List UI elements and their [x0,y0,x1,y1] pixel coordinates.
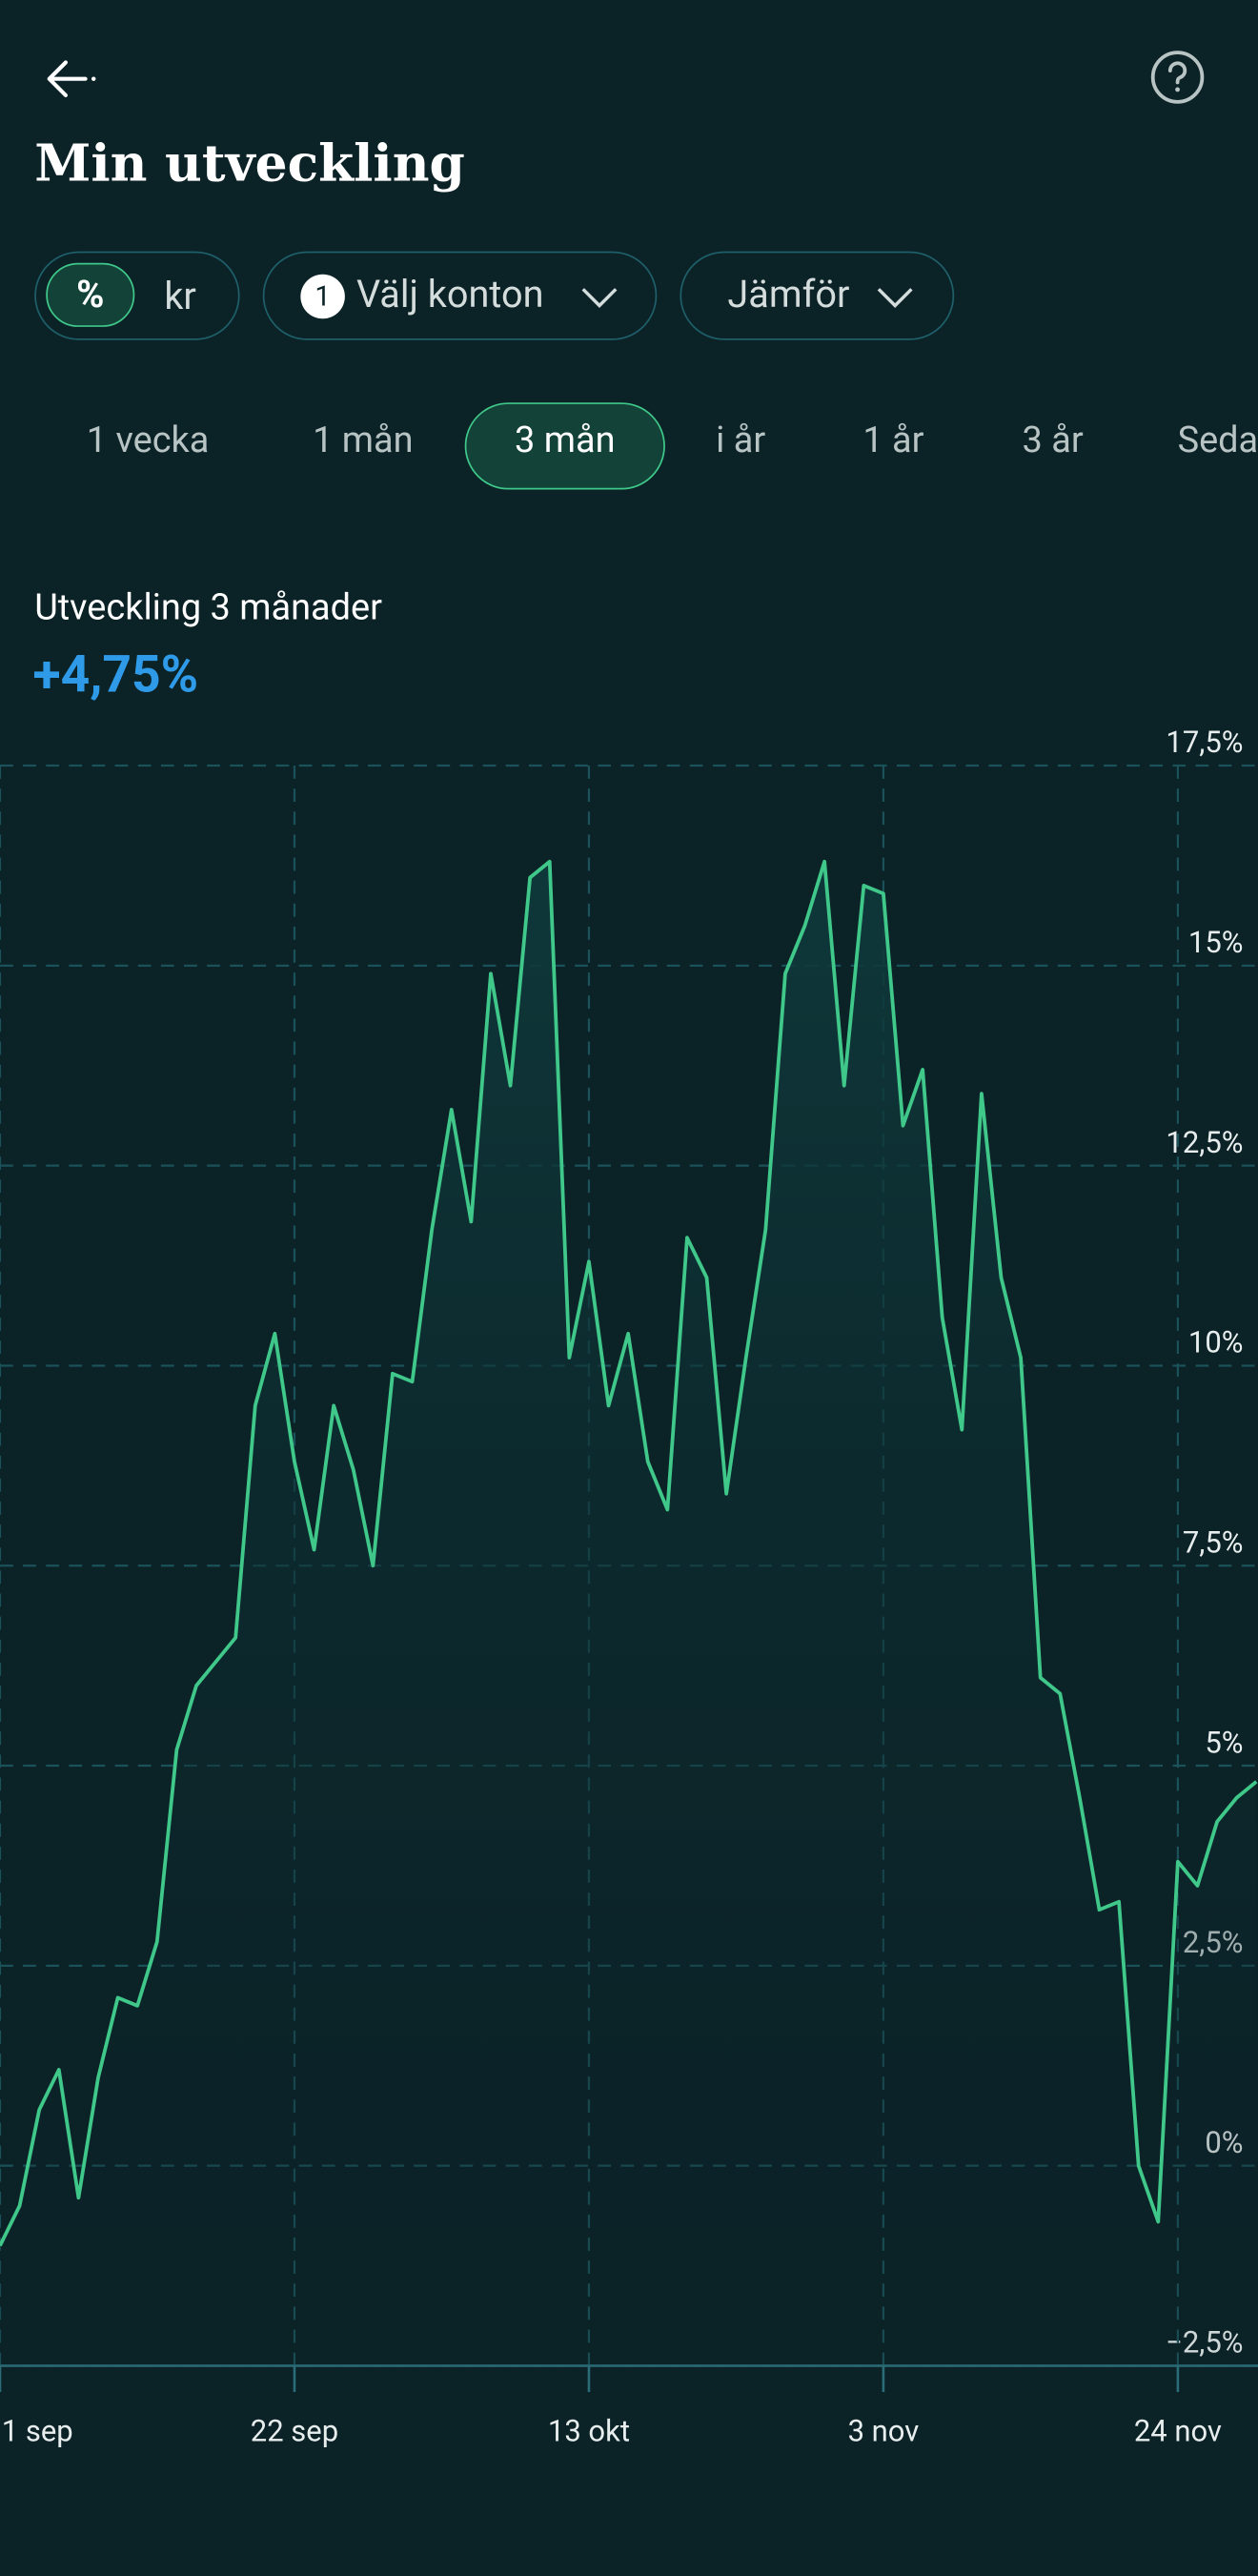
accounts-filter[interactable]: 1 Välj konton [262,251,658,340]
x-tick-label: 3 nov [848,2414,920,2449]
y-tick-label: 17,5% [1166,725,1243,760]
period-tab[interactable]: 1 mån [313,420,414,462]
x-tick-label: 24 nov [1134,2414,1222,2449]
accounts-badge: 1 [300,274,345,319]
compare-label: Jämför [727,273,850,317]
x-tick-label: 13 okt [548,2414,630,2449]
x-tick-label: 22 sep [251,2414,338,2449]
chevron [581,288,618,308]
period-tab[interactable]: 1 år [862,420,924,462]
chevron [877,288,913,308]
summary-value: +4,75% [32,644,199,705]
back-button[interactable] [43,52,102,105]
period-tab[interactable]: Seda [1177,420,1258,462]
y-tick-label: 7,5% [1183,1524,1244,1560]
period-tab[interactable]: 3 år [1022,420,1084,462]
period-tab[interactable]: i år [716,420,766,462]
x-tick-label: 1 sep [2,2414,73,2449]
summary-label: Utveckling 3 månader [34,587,383,630]
y-tick-label: 5% [1205,1725,1243,1760]
period-tab[interactable]: 3 mån [515,420,616,462]
unit-toggle: % kr [34,251,240,340]
line [0,859,1258,2247]
area-fill [0,861,1257,2366]
y-tick-label: 15% [1188,925,1244,960]
help-button[interactable] [1148,48,1207,107]
selected-period-pill [464,402,665,490]
toggle-kr[interactable]: kr [164,274,196,319]
y-tick-label: 10% [1188,1325,1244,1360]
compare-filter[interactable]: Jämför [680,251,955,340]
accounts-label: Välj konton [355,273,544,317]
toggle-percent[interactable]: % [46,262,135,327]
period-tab[interactable]: 1 vecka [86,420,210,462]
page-title: Min utveckling [34,134,465,194]
